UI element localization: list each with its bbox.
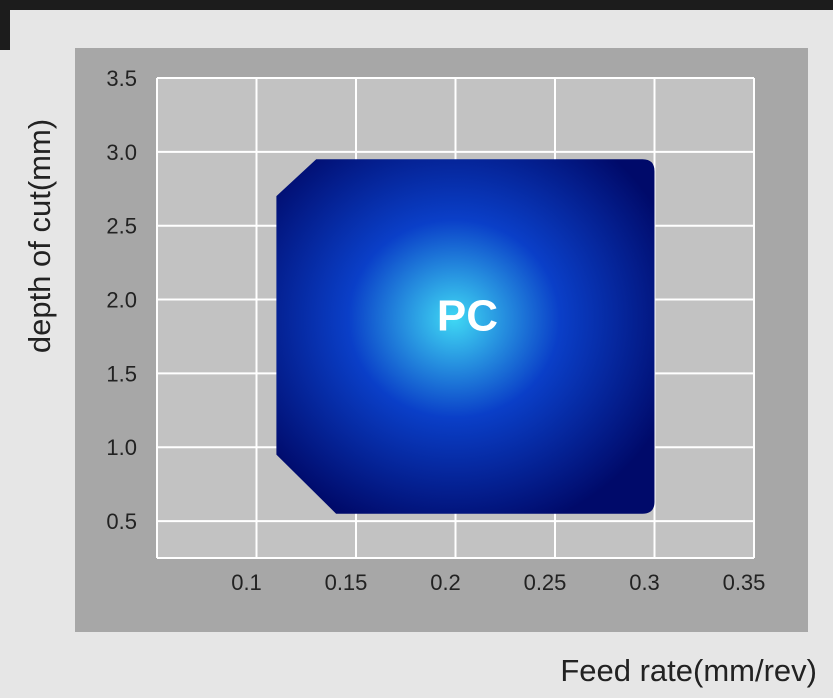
y-axis-title: depth of cut(mm): [22, 119, 57, 353]
y-tick-label: 1.0: [106, 435, 137, 460]
y-tick-label: 2.0: [106, 288, 137, 313]
pc-region: [276, 159, 655, 514]
top-dark-bar: [0, 0, 833, 10]
x-tick-label: 0.2: [430, 570, 461, 595]
x-tick-labels: 0.1 0.15 0.2 0.25 0.3 0.35: [231, 570, 765, 595]
x-tick-label: 0.3: [629, 570, 660, 595]
y-tick-label: 0.5: [106, 509, 137, 534]
x-tick-label: 0.1: [231, 570, 262, 595]
x-tick-label: 0.25: [524, 570, 567, 595]
y-tick-label: 1.5: [106, 361, 137, 386]
x-axis-title: Feed rate(mm/rev): [560, 653, 817, 688]
y-tick-label: 2.5: [106, 214, 137, 239]
y-tick-label: 3.5: [106, 66, 137, 91]
x-tick-label: 0.35: [723, 570, 766, 595]
x-tick-label: 0.15: [325, 570, 368, 595]
pc-region-label: PC: [437, 291, 498, 340]
left-dark-bar: [0, 0, 10, 50]
y-tick-labels: 0.5 1.0 1.5 2.0 2.5 3.0 3.5: [106, 66, 137, 534]
y-tick-label: 3.0: [106, 140, 137, 165]
